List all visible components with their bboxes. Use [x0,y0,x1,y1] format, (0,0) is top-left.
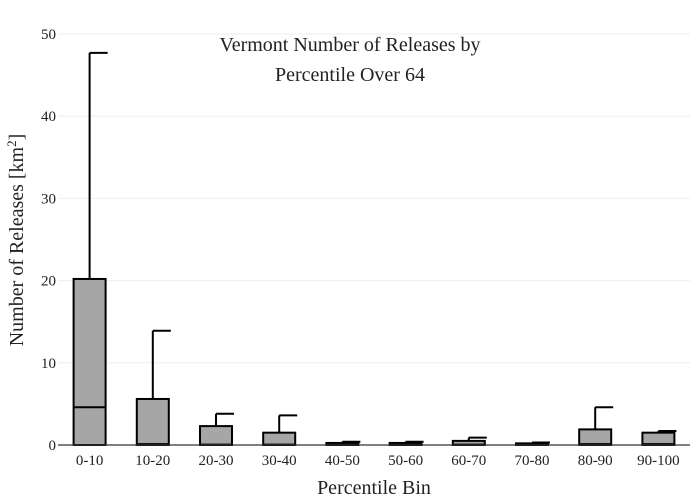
box-20-30 [199,412,234,446]
box-body [135,397,170,446]
box-0-10 [72,51,108,446]
y-axis-title-main: Number of Releases [km [6,146,28,346]
y-axis-title-end: ] [6,134,28,141]
x-tick-label: 10-20 [135,453,170,469]
y-tick-labels: 0 10 20 30 40 50 [41,27,56,454]
y-tick-label: 50 [41,27,56,43]
x-tick-labels: 0-10 10-20 20-30 30-40 40-50 50-60 60-70 70-80 8… [76,453,680,469]
chart-title-line-2: Percentile Over 64 [275,64,425,86]
x-tick-label: 90-100 [637,453,680,469]
box-body [262,431,297,447]
y-tick-label: 40 [41,109,56,125]
x-tick-label: 80-90 [578,453,613,469]
box-10-20 [135,329,171,446]
box-body [578,428,613,446]
x-tick-label: 60-70 [451,453,486,469]
x-tick-label: 70-80 [515,453,550,469]
boxes-layer [72,51,677,447]
x-tick-label: 50-60 [388,453,423,469]
box-body [72,277,107,446]
y-axis-title-superscript: 2 [4,140,19,147]
x-tick-label: 0-10 [76,453,104,469]
chart-title-line-1: Vermont Number of Releases by [219,34,480,56]
y-tick-label: 10 [41,356,56,372]
box-80-90 [578,406,614,446]
y-tick-label: 30 [41,191,56,207]
x-tick-label: 40-50 [325,453,360,469]
y-tick-label: 0 [49,438,57,454]
x-tick-label: 30-40 [262,453,297,469]
grid-layer [58,33,690,364]
x-axis-title: Percentile Bin [317,477,431,499]
box-body [199,425,233,446]
box-90-100 [641,430,677,447]
box-30-40 [262,414,298,447]
y-axis-title: Number of Releases [km2] [4,134,29,347]
x-tick-label: 20-30 [199,453,234,469]
box-body [641,431,676,447]
box-60-70 [451,436,487,447]
y-tick-label: 20 [41,274,56,290]
